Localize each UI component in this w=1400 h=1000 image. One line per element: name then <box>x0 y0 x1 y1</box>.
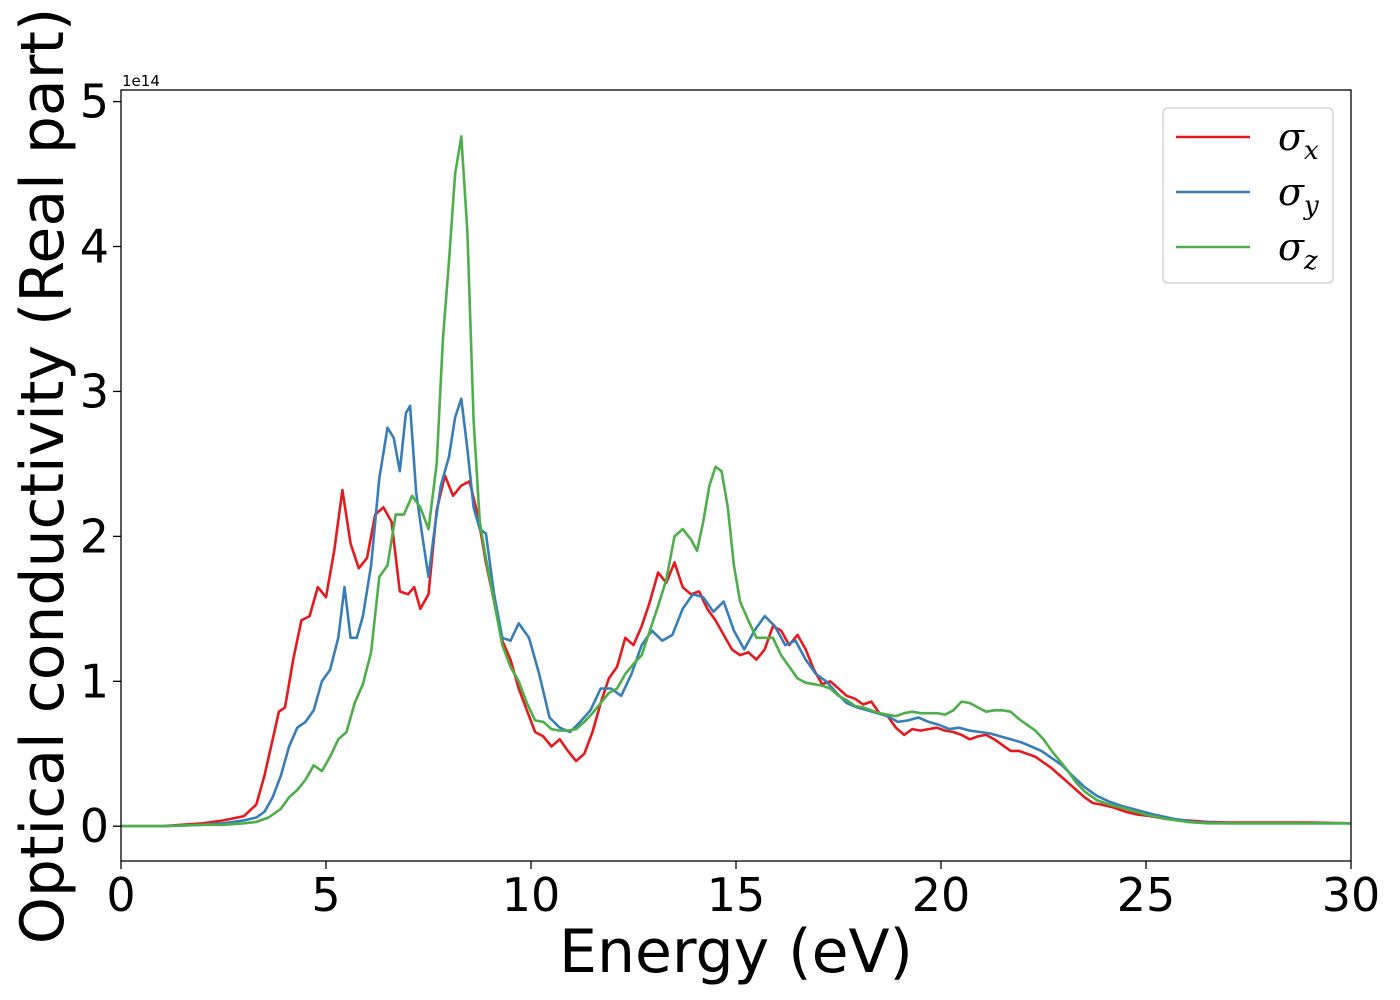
y-tick-label: 0 <box>80 799 109 853</box>
x-tick-label: 20 <box>912 868 971 922</box>
x-axis-title: Energy (eV) <box>559 917 913 987</box>
x-tick-label: 25 <box>1117 868 1176 922</box>
y-tick-label: 4 <box>80 220 109 274</box>
x-tick-label: 15 <box>707 868 766 922</box>
x-tick-label: 30 <box>1322 868 1381 922</box>
y-tick-label: 1 <box>80 654 109 708</box>
y-tick-label: 2 <box>80 509 109 563</box>
x-tick-label: 5 <box>311 868 340 922</box>
x-tick-label: 10 <box>502 868 561 922</box>
y-axis-title: Optical conductivity (Real part) <box>8 8 78 945</box>
x-tick-label: 0 <box>106 868 135 922</box>
y-tick-label: 3 <box>80 364 109 418</box>
y-offset-label: 1e14 <box>122 72 160 90</box>
y-tick-label: 5 <box>80 75 109 129</box>
